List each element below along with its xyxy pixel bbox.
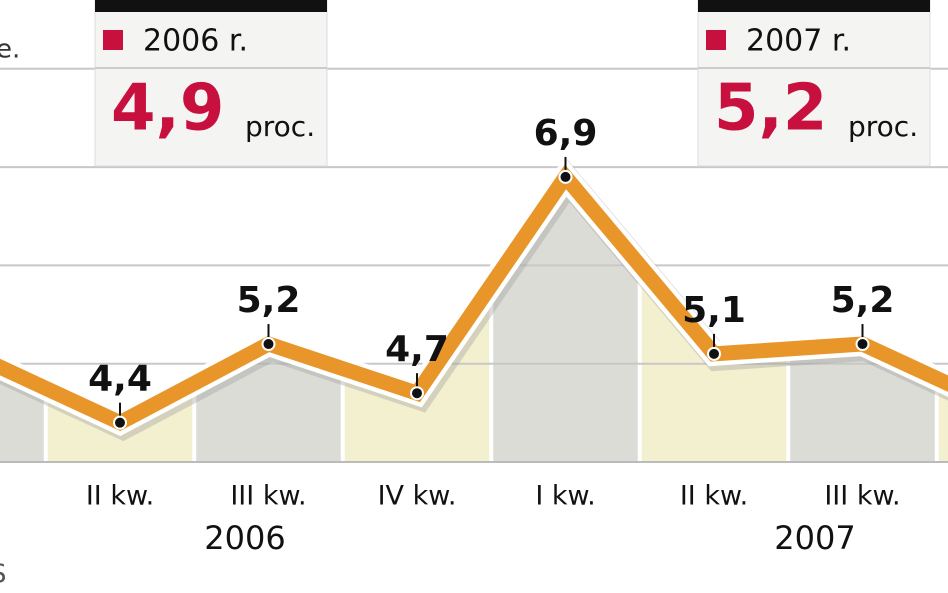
point [707,346,721,361]
point [261,337,276,352]
summary-value: 4,9 [111,72,224,146]
legend-swatch [103,30,123,50]
summary-header [95,0,327,12]
summary-unit: proc. [245,110,315,143]
x-tick-label: III kw. [824,481,900,512]
data-label: 4,4 [88,359,152,400]
annotation: e. [0,35,20,65]
point [410,386,424,401]
summary-label: 2007 r. [746,24,851,59]
summary-box [94,0,328,167]
group-label: 2006 [204,519,285,557]
x-tick-label: IV kw. [378,481,457,512]
annotation: S [0,560,7,590]
data-label: 5,1 [682,290,746,331]
group-label: 2007 [774,519,855,557]
legend-swatch [706,30,726,50]
summary-value: 5,2 [714,72,827,146]
x-tick-label: II kw. [680,481,748,512]
point [558,169,573,184]
summary-unit: proc. [848,110,918,143]
summary-header [698,0,930,12]
data-label: 5,2 [237,280,301,321]
data-label: 5,2 [831,280,895,321]
x-tick-label: III kw. [230,481,306,512]
point [855,337,870,352]
line [0,164,948,432]
summary-box [697,0,931,167]
data-label: 6,9 [534,113,598,154]
x-tick-label: I kw. [535,481,595,512]
point [113,415,127,430]
x-tick-label: II kw. [86,481,154,512]
summary-label: 2006 r. [143,24,248,59]
data-label: 4,7 [385,329,449,370]
